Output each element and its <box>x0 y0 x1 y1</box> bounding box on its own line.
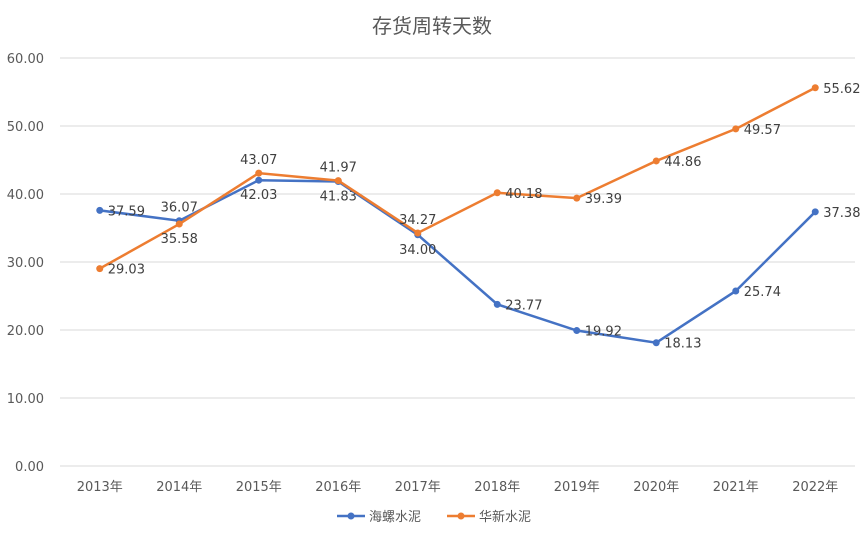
data-label: 35.58 <box>161 232 198 247</box>
data-point <box>573 194 581 202</box>
data-label: 49.57 <box>744 123 781 138</box>
x-tick-label: 2020年 <box>633 480 679 495</box>
legend-marker <box>347 512 355 520</box>
y-tick-label: 50.00 <box>7 120 44 135</box>
data-point <box>732 287 740 295</box>
data-point <box>96 265 104 273</box>
x-tick-label: 2013年 <box>77 480 123 495</box>
data-point <box>573 327 581 335</box>
legend-label: 华新水泥 <box>479 509 531 525</box>
data-label: 44.86 <box>664 155 701 170</box>
data-label: 40.18 <box>505 187 542 202</box>
data-point <box>414 229 422 237</box>
data-label: 41.97 <box>320 161 357 176</box>
data-label: 37.38 <box>823 206 860 221</box>
data-point <box>652 157 660 165</box>
data-point <box>811 84 819 92</box>
data-label: 25.74 <box>744 285 781 300</box>
data-label: 34.00 <box>399 243 436 258</box>
data-point <box>811 208 819 216</box>
x-tick-label: 2019年 <box>554 480 600 495</box>
data-label: 39.39 <box>585 192 622 207</box>
x-tick-label: 2015年 <box>236 480 282 495</box>
data-label: 23.77 <box>505 298 542 313</box>
y-tick-label: 30.00 <box>7 256 44 271</box>
data-label: 37.59 <box>108 204 145 219</box>
data-point <box>732 125 740 133</box>
data-label: 29.03 <box>108 263 145 278</box>
data-label: 43.07 <box>240 153 277 168</box>
y-tick-label: 20.00 <box>7 324 44 339</box>
x-tick-label: 2022年 <box>792 480 838 495</box>
data-label: 42.03 <box>240 188 277 203</box>
data-point <box>96 206 104 214</box>
data-point <box>493 300 501 308</box>
y-tick-label: 10.00 <box>7 392 44 407</box>
x-tick-label: 2016年 <box>315 480 361 495</box>
series-line <box>99 178 817 345</box>
data-point <box>493 189 501 197</box>
data-point <box>175 220 183 228</box>
x-tick-label: 2014年 <box>156 480 202 495</box>
x-tick-label: 2018年 <box>474 480 520 495</box>
y-tick-label: 60.00 <box>7 52 44 67</box>
data-point <box>334 177 342 185</box>
data-label: 55.62 <box>823 82 860 97</box>
data-point <box>255 169 263 177</box>
data-label: 41.83 <box>320 190 357 205</box>
legend-label: 海螺水泥 <box>369 510 421 525</box>
x-tick-label: 2021年 <box>713 480 759 495</box>
x-tick-label: 2017年 <box>395 480 441 495</box>
y-tick-label: 0.00 <box>15 460 44 475</box>
data-label: 19.92 <box>585 325 622 340</box>
series-line <box>99 86 816 270</box>
data-label: 34.27 <box>399 213 436 228</box>
data-point <box>255 176 263 184</box>
y-tick-label: 40.00 <box>7 188 44 203</box>
data-label: 18.13 <box>664 337 701 352</box>
chart-title: 存货周转天数 <box>372 14 492 38</box>
legend-marker <box>457 512 465 520</box>
data-label: 36.07 <box>161 201 198 216</box>
data-point <box>652 339 660 347</box>
